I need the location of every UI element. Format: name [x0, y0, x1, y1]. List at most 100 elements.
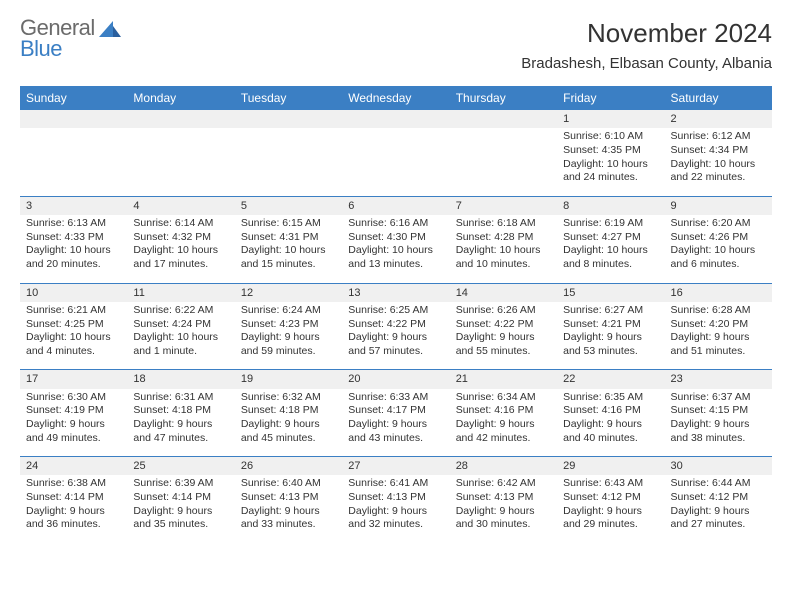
cell-ss: Sunset: 4:14 PM [133, 491, 228, 505]
cell-sr: Sunrise: 6:19 AM [563, 217, 658, 231]
day-detail-row: Sunrise: 6:21 AMSunset: 4:25 PMDaylight:… [20, 302, 772, 370]
cell-dl2: and 30 minutes. [456, 518, 551, 532]
cell-dl1: Daylight: 9 hours [241, 505, 336, 519]
day-number-row: 10111213141516 [20, 283, 772, 302]
cell-dl1: Daylight: 10 hours [26, 331, 121, 345]
day-number-cell: 8 [557, 196, 664, 215]
day-number-cell: 4 [127, 196, 234, 215]
day-detail-row: Sunrise: 6:13 AMSunset: 4:33 PMDaylight:… [20, 215, 772, 283]
cell-ss: Sunset: 4:32 PM [133, 231, 228, 245]
day-number-cell [127, 110, 234, 128]
cell-dl2: and 8 minutes. [563, 258, 658, 272]
day-number-cell: 21 [450, 370, 557, 389]
day-detail-cell: Sunrise: 6:31 AMSunset: 4:18 PMDaylight:… [127, 389, 234, 457]
cell-sr: Sunrise: 6:25 AM [348, 304, 443, 318]
cell-ss: Sunset: 4:31 PM [241, 231, 336, 245]
cell-sr: Sunrise: 6:39 AM [133, 477, 228, 491]
day-number-cell: 23 [665, 370, 772, 389]
day-number-row: 17181920212223 [20, 370, 772, 389]
logo-text-blue: Blue [20, 39, 95, 60]
cell-sr: Sunrise: 6:27 AM [563, 304, 658, 318]
cell-dl1: Daylight: 10 hours [241, 244, 336, 258]
title-block: November 2024 Bradashesh, Elbasan County… [521, 18, 772, 72]
cell-sr: Sunrise: 6:22 AM [133, 304, 228, 318]
logo-triangle-icon [99, 21, 121, 42]
day-detail-cell: Sunrise: 6:18 AMSunset: 4:28 PMDaylight:… [450, 215, 557, 283]
day-detail-cell: Sunrise: 6:43 AMSunset: 4:12 PMDaylight:… [557, 475, 664, 543]
cell-dl1: Daylight: 9 hours [671, 331, 766, 345]
cell-ss: Sunset: 4:21 PM [563, 318, 658, 332]
weekday-header-row: SundayMondayTuesdayWednesdayThursdayFrid… [20, 86, 772, 110]
day-number-cell: 13 [342, 283, 449, 302]
day-number-cell: 10 [20, 283, 127, 302]
cell-dl2: and 6 minutes. [671, 258, 766, 272]
day-number-cell: 25 [127, 457, 234, 476]
cell-ss: Sunset: 4:34 PM [671, 144, 766, 158]
cell-dl1: Daylight: 9 hours [133, 505, 228, 519]
day-detail-cell [127, 128, 234, 196]
cell-ss: Sunset: 4:18 PM [241, 404, 336, 418]
cell-dl2: and 27 minutes. [671, 518, 766, 532]
day-number-cell: 11 [127, 283, 234, 302]
day-number-cell [450, 110, 557, 128]
day-number-cell: 1 [557, 110, 664, 128]
day-number-cell: 7 [450, 196, 557, 215]
day-detail-cell: Sunrise: 6:20 AMSunset: 4:26 PMDaylight:… [665, 215, 772, 283]
cell-ss: Sunset: 4:13 PM [456, 491, 551, 505]
cell-ss: Sunset: 4:26 PM [671, 231, 766, 245]
cell-dl1: Daylight: 9 hours [456, 505, 551, 519]
day-detail-cell [20, 128, 127, 196]
cell-dl2: and 42 minutes. [456, 432, 551, 446]
day-number-row: 24252627282930 [20, 457, 772, 476]
cell-sr: Sunrise: 6:14 AM [133, 217, 228, 231]
day-detail-cell [450, 128, 557, 196]
cell-dl1: Daylight: 10 hours [671, 158, 766, 172]
cell-dl1: Daylight: 9 hours [456, 418, 551, 432]
cell-dl2: and 45 minutes. [241, 432, 336, 446]
cell-dl1: Daylight: 9 hours [671, 505, 766, 519]
cell-sr: Sunrise: 6:13 AM [26, 217, 121, 231]
cell-sr: Sunrise: 6:20 AM [671, 217, 766, 231]
weekday-header: Wednesday [342, 86, 449, 110]
day-number-cell: 6 [342, 196, 449, 215]
cell-dl2: and 57 minutes. [348, 345, 443, 359]
cell-dl1: Daylight: 9 hours [348, 331, 443, 345]
cell-ss: Sunset: 4:14 PM [26, 491, 121, 505]
cell-sr: Sunrise: 6:30 AM [26, 391, 121, 405]
day-number-cell: 28 [450, 457, 557, 476]
cell-dl1: Daylight: 9 hours [348, 505, 443, 519]
cell-ss: Sunset: 4:25 PM [26, 318, 121, 332]
cell-dl1: Daylight: 9 hours [241, 331, 336, 345]
day-detail-cell: Sunrise: 6:24 AMSunset: 4:23 PMDaylight:… [235, 302, 342, 370]
day-detail-cell: Sunrise: 6:28 AMSunset: 4:20 PMDaylight:… [665, 302, 772, 370]
day-number-cell: 5 [235, 196, 342, 215]
cell-dl2: and 59 minutes. [241, 345, 336, 359]
cell-sr: Sunrise: 6:12 AM [671, 130, 766, 144]
cell-sr: Sunrise: 6:34 AM [456, 391, 551, 405]
cell-dl1: Daylight: 9 hours [26, 418, 121, 432]
cell-sr: Sunrise: 6:24 AM [241, 304, 336, 318]
cell-ss: Sunset: 4:24 PM [133, 318, 228, 332]
cell-ss: Sunset: 4:13 PM [241, 491, 336, 505]
cell-ss: Sunset: 4:16 PM [456, 404, 551, 418]
day-number-cell: 29 [557, 457, 664, 476]
cell-ss: Sunset: 4:27 PM [563, 231, 658, 245]
day-detail-cell: Sunrise: 6:10 AMSunset: 4:35 PMDaylight:… [557, 128, 664, 196]
cell-sr: Sunrise: 6:26 AM [456, 304, 551, 318]
cell-dl2: and 38 minutes. [671, 432, 766, 446]
cell-dl2: and 33 minutes. [241, 518, 336, 532]
day-detail-cell: Sunrise: 6:39 AMSunset: 4:14 PMDaylight:… [127, 475, 234, 543]
day-detail-cell: Sunrise: 6:34 AMSunset: 4:16 PMDaylight:… [450, 389, 557, 457]
weekday-header: Friday [557, 86, 664, 110]
day-detail-cell: Sunrise: 6:35 AMSunset: 4:16 PMDaylight:… [557, 389, 664, 457]
cell-dl1: Daylight: 10 hours [348, 244, 443, 258]
cell-dl1: Daylight: 10 hours [563, 158, 658, 172]
cell-sr: Sunrise: 6:42 AM [456, 477, 551, 491]
day-number-cell: 14 [450, 283, 557, 302]
cell-ss: Sunset: 4:23 PM [241, 318, 336, 332]
cell-dl2: and 1 minute. [133, 345, 228, 359]
cell-dl1: Daylight: 9 hours [456, 331, 551, 345]
day-detail-row: Sunrise: 6:10 AMSunset: 4:35 PMDaylight:… [20, 128, 772, 196]
cell-ss: Sunset: 4:20 PM [671, 318, 766, 332]
day-number-cell: 19 [235, 370, 342, 389]
